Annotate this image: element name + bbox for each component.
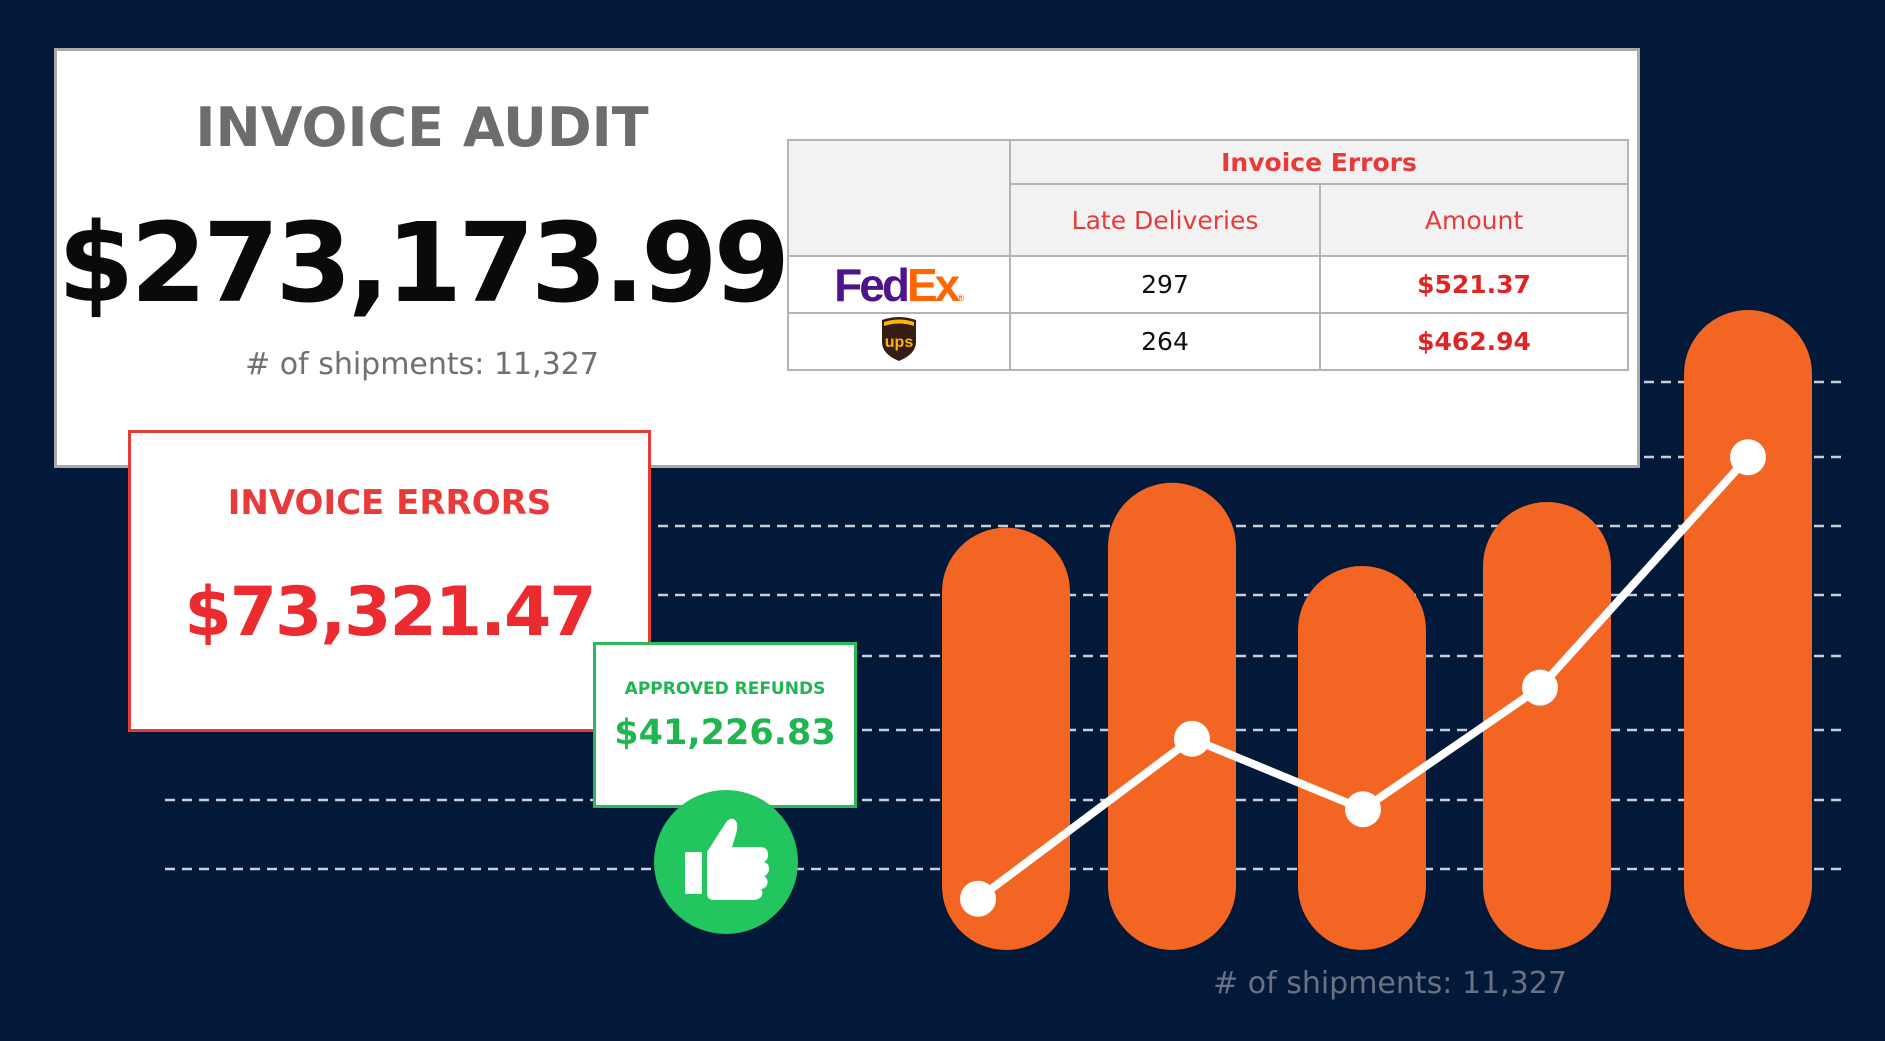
chart-bar <box>1684 310 1812 950</box>
invoice-errors-card: INVOICE ERRORS $73,321.47 <box>128 430 651 732</box>
column-header-late-deliveries: Late Deliveries <box>1009 183 1321 257</box>
column-header-amount: Amount <box>1319 183 1629 257</box>
chart-point <box>960 880 996 917</box>
svg-text:ups: ups <box>885 334 914 351</box>
chart-trend-line <box>960 439 1766 917</box>
carrier-logo-cell: FedEx® <box>787 255 1011 314</box>
chart-point <box>1522 669 1558 706</box>
late-deliveries-cell: 264 <box>1009 312 1321 371</box>
invoice-errors-table: Invoice Errors Late Deliveries Amount Fe… <box>787 139 1629 371</box>
table-corner-cell <box>787 139 1011 257</box>
fedex-logo-icon: FedEx® <box>834 258 964 311</box>
errors-amount: $73,321.47 <box>184 573 596 652</box>
chart-bars <box>942 310 1812 950</box>
chart-point <box>1730 439 1766 476</box>
approved-refunds-card: APPROVED REFUNDS $41,226.83 <box>593 642 857 808</box>
table-group-header: Invoice Errors <box>1009 139 1629 185</box>
chart-shipments-caption: # of shipments: 11,327 <box>1213 966 1567 1001</box>
invoice-audit-card: INVOICE AUDIT $273,173.99 # of shipments… <box>54 48 1640 468</box>
thumbs-up-icon <box>654 790 798 934</box>
refunds-title: APPROVED REFUNDS <box>624 679 826 699</box>
audit-shipments-count: # of shipments: 11,327 <box>245 347 599 382</box>
amount-cell: $462.94 <box>1319 312 1629 371</box>
table-row: ups 264 $462.94 <box>787 312 1629 371</box>
late-deliveries-cell: 297 <box>1009 255 1321 314</box>
amount-cell: $521.37 <box>1319 255 1629 314</box>
audit-title: INVOICE AUDIT <box>195 96 649 159</box>
ups-logo-icon: ups <box>882 316 916 361</box>
audit-total-amount: $273,173.99 <box>57 199 790 327</box>
table-row: FedEx® 297 $521.37 <box>787 255 1629 314</box>
errors-title: INVOICE ERRORS <box>227 483 552 523</box>
table-header-row: Invoice Errors <box>787 139 1629 257</box>
table-subheader-row: Late Deliveries Amount <box>788 183 1629 257</box>
chart-bar <box>942 527 1070 950</box>
chart-bar <box>1483 502 1611 950</box>
chart-point <box>1174 720 1210 757</box>
chart-point <box>1345 791 1381 828</box>
refunds-amount: $41,226.83 <box>614 713 836 753</box>
chart-bar <box>1108 482 1236 950</box>
carrier-logo-cell: ups <box>787 312 1011 371</box>
chart-bar <box>1298 566 1426 950</box>
